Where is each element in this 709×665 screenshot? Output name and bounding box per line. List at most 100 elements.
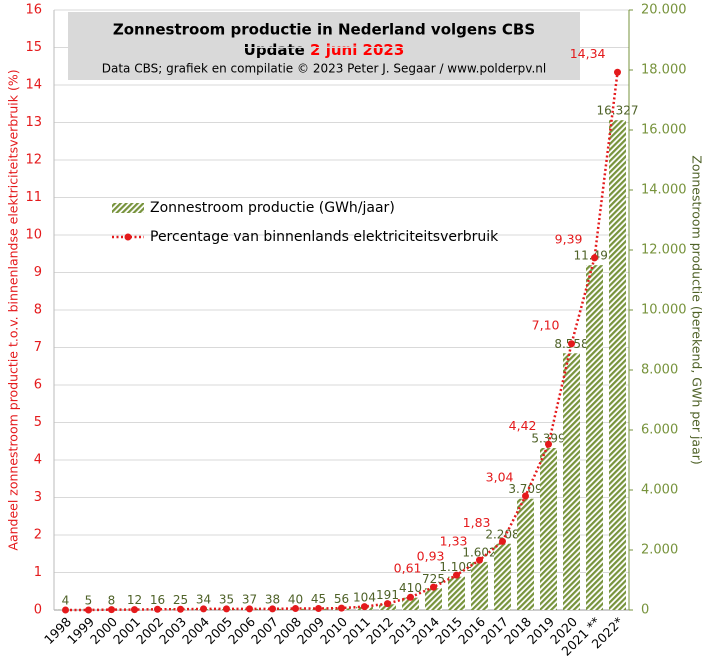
- y-tick-label: 7: [34, 340, 42, 355]
- y-tick-label: 12: [25, 153, 42, 168]
- update-date: 2 juni 2023: [310, 41, 404, 59]
- line-value-label: 4,42: [509, 418, 537, 433]
- line-marker: [338, 604, 345, 612]
- y-tick-label: 8: [34, 303, 42, 318]
- y2-tick-label: 8.000: [641, 363, 678, 378]
- bar: [425, 588, 442, 610]
- bar-value-label: 35: [219, 592, 234, 606]
- bar-value-label: 34: [196, 592, 211, 606]
- y2-tick-label: 18.000: [641, 63, 687, 78]
- line-marker: [292, 605, 299, 612]
- y-tick-label: 11: [25, 190, 42, 205]
- y-tick-label: 9: [34, 265, 42, 280]
- bar: [609, 120, 626, 610]
- y-tick-label: 14: [25, 78, 42, 93]
- y-tick-label: 6: [34, 378, 42, 393]
- update-line: Update 2 juni 2023: [244, 41, 405, 59]
- y-tick-label: 0: [34, 603, 42, 618]
- bar: [563, 353, 580, 610]
- bar: [471, 561, 488, 610]
- line-value-label: 7,10: [532, 317, 560, 332]
- line-value-label: 1,33: [440, 534, 468, 549]
- y-axis-label: Aandeel zonnestroom productie t.o.v. bin…: [6, 69, 21, 550]
- line-marker: [62, 606, 69, 614]
- line: [65, 72, 619, 612]
- bar-value-label: 40: [288, 592, 303, 606]
- y-tick-label: 5: [34, 415, 42, 430]
- line-marker: [177, 605, 184, 613]
- line-marker: [223, 605, 230, 613]
- y2-tick-label: 6.000: [641, 423, 678, 438]
- y2-tick-label: 12.000: [641, 243, 687, 258]
- bar-value-label: 37: [242, 592, 257, 606]
- y-tick-label: 13: [25, 115, 42, 130]
- line-marker: [384, 600, 391, 608]
- y2-tick-label: 4.000: [641, 483, 678, 498]
- bar-value-label: 4: [62, 593, 70, 607]
- bar-value-label: 104: [353, 590, 376, 604]
- bar-value-label: 725: [422, 572, 445, 586]
- y-tick-label: 16: [25, 3, 42, 18]
- bar-value-label: 8: [108, 593, 116, 607]
- line-marker: [269, 605, 276, 613]
- line-marker: [568, 340, 575, 348]
- line-value-label: 0,93: [417, 549, 445, 564]
- legend-swatch: [112, 203, 144, 213]
- bar-value-label: 5: [85, 593, 93, 607]
- legend-label: Percentage van binnenlands elektriciteit…: [150, 229, 499, 245]
- bar-value-label: 12: [127, 593, 142, 607]
- y-tick-label: 10: [25, 228, 42, 243]
- y-tick-label: 4: [34, 453, 42, 468]
- bar: [517, 498, 534, 610]
- bar: [402, 597, 419, 610]
- line-marker: [246, 605, 253, 613]
- line-value-label: 0,61: [394, 561, 422, 576]
- update-prefix: Update: [244, 41, 305, 59]
- line-marker: [453, 571, 460, 579]
- bar: [379, 604, 396, 610]
- line-marker: [361, 603, 368, 611]
- y2-tick-label: 20.000: [641, 3, 687, 18]
- line-marker: [200, 605, 207, 613]
- line-value-label: 14,34: [570, 46, 606, 61]
- line-value-label: 9,39: [555, 231, 583, 246]
- bar-value-label: 16: [150, 593, 165, 607]
- line-marker: [131, 606, 138, 614]
- bar-value-label: 3.709: [508, 482, 542, 496]
- bar-value-label: 45: [311, 592, 326, 606]
- line-marker: [591, 254, 598, 262]
- y-tick-label: 3: [34, 490, 42, 505]
- bar: [448, 576, 465, 610]
- line-marker: [499, 537, 506, 545]
- bar: [540, 448, 557, 610]
- line-marker: [315, 605, 322, 612]
- bar-value-label: 56: [334, 592, 349, 606]
- y2-axis-label: Zonnestroom productie (berekend, GWh per…: [690, 155, 705, 465]
- y-tick-label: 1: [34, 565, 42, 580]
- legend-label: Zonnestroom productie (GWh/jaar): [150, 200, 395, 216]
- line-value-label: 3,04: [486, 470, 514, 485]
- bar-value-label: 16.327: [597, 104, 639, 118]
- line-marker: [476, 556, 483, 564]
- bar-value-label: 191: [376, 588, 399, 602]
- y2-tick-label: 0: [641, 603, 649, 618]
- line-marker: [108, 606, 115, 614]
- line-marker: [85, 606, 92, 614]
- bar-value-label: 410: [399, 581, 422, 595]
- bar-value-label: 25: [173, 593, 188, 607]
- y-tick-label: 15: [25, 40, 42, 55]
- y2-tick-label: 2.000: [641, 543, 678, 558]
- line-value-label: 1,83: [463, 515, 491, 530]
- y2-tick-label: 14.000: [641, 183, 687, 198]
- bar-value-label: 38: [265, 592, 280, 606]
- title-box: [68, 12, 580, 80]
- line-marker: [545, 440, 552, 448]
- bar-value-label: 2.208: [485, 527, 519, 541]
- line-marker: [430, 583, 437, 591]
- line-marker: [154, 605, 161, 613]
- y2-tick-label: 16.000: [641, 123, 687, 138]
- subtitle: Data CBS; grafiek en compilatie © 2023 P…: [102, 62, 546, 76]
- line-marker: [614, 68, 621, 76]
- line-marker: [407, 593, 414, 601]
